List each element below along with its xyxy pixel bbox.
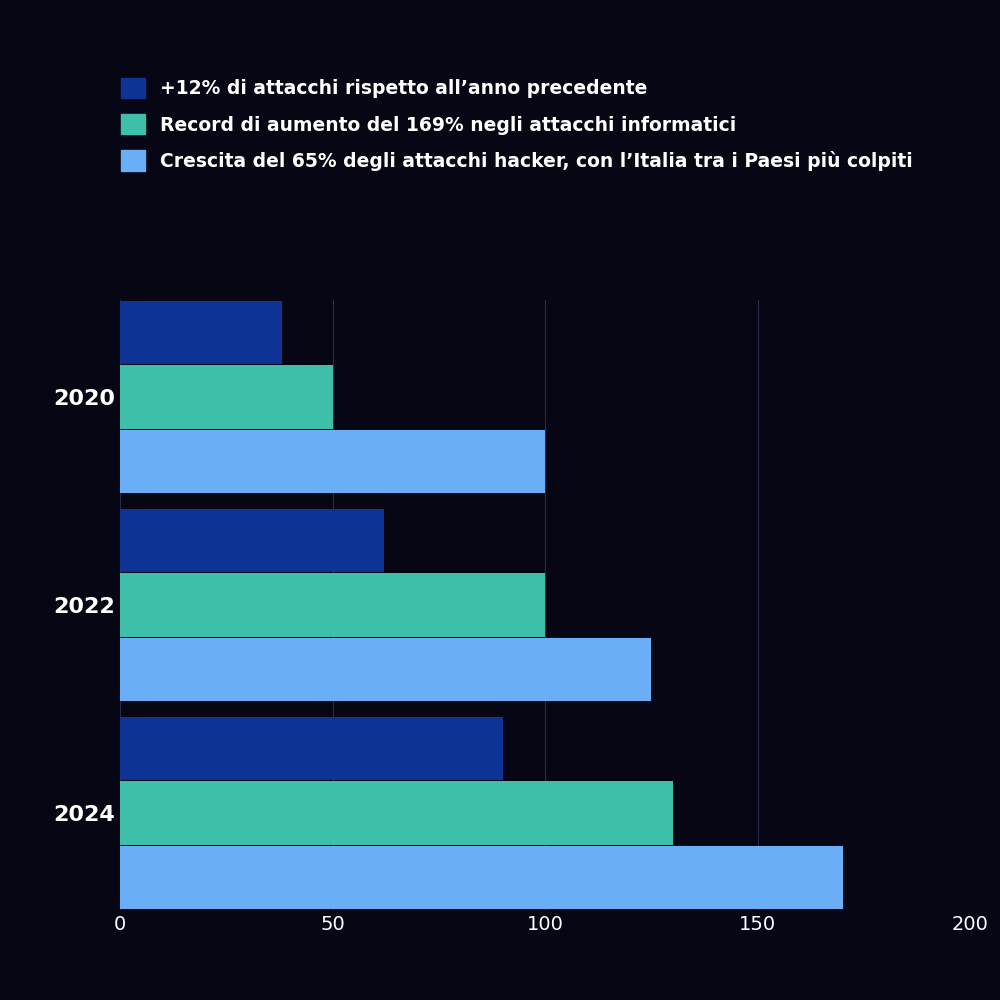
Bar [120, 301, 282, 364]
Legend: +12% di attacchi rispetto all’anno precedente, Record di aumento del 169% negli : +12% di attacchi rispetto all’anno prece… [121, 78, 913, 171]
Bar [120, 430, 545, 493]
Bar [120, 509, 384, 572]
Bar [120, 846, 842, 909]
Bar [120, 365, 332, 429]
Bar [120, 638, 651, 701]
Bar [120, 781, 672, 845]
Bar [120, 573, 545, 637]
Bar [120, 717, 503, 780]
